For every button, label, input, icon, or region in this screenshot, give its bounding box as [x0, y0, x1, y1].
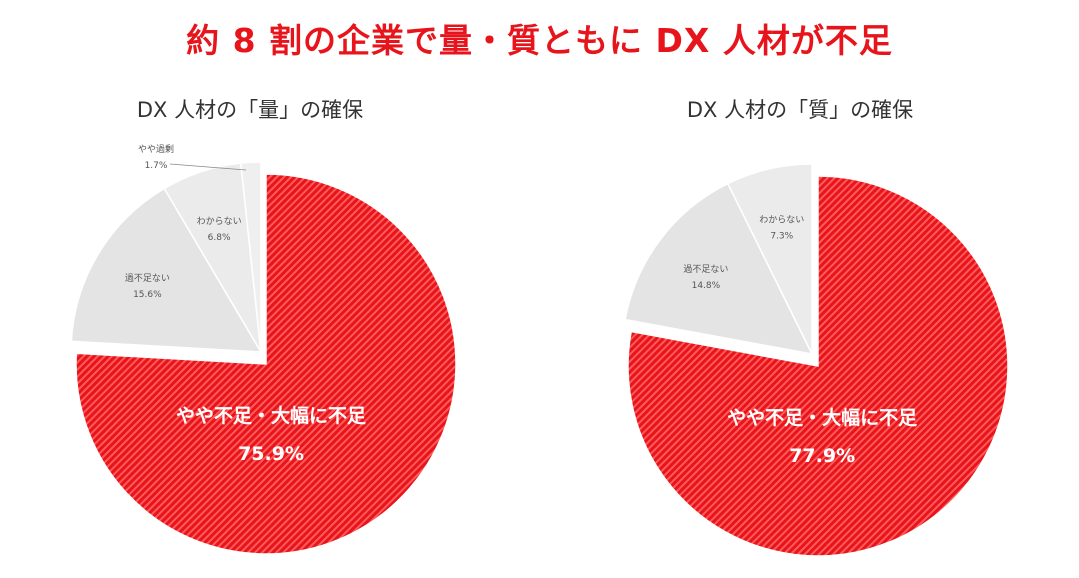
pie-slice [726, 163, 813, 355]
slice-value: 77.9% [789, 445, 855, 467]
slice-label: やや不足・大幅に不足 [176, 404, 367, 427]
slice-value: 15.6% [133, 290, 162, 300]
slice-label: やや過剰 [138, 143, 174, 155]
headline: 約 8 割の企業で量・質ともに DX 人材が不足 [186, 21, 893, 60]
slice-label: やや不足・大幅に不足 [727, 406, 918, 429]
pie-slice [70, 187, 263, 353]
slice-value: 1.7% [145, 161, 168, 171]
pie-slice [75, 173, 457, 555]
slice-value: 14.8% [692, 281, 721, 291]
pie-slice [239, 161, 262, 353]
slice-value: 75.9% [238, 443, 304, 465]
pie-slice [627, 175, 1009, 557]
slice-label: 過不足ない [683, 264, 728, 275]
slice-label: わからない [759, 214, 804, 225]
pie-slice [624, 182, 814, 356]
chart-title: DX 人材の「量」の確保 [137, 98, 363, 122]
chart-title: DX 人材の「質」の確保 [687, 98, 913, 122]
slice-label: 過不足ない [125, 273, 170, 284]
slice-value: 6.8% [208, 233, 231, 243]
slice-label: わからない [197, 216, 242, 227]
leader-line [169, 163, 247, 171]
slice-value: 7.3% [770, 231, 793, 241]
